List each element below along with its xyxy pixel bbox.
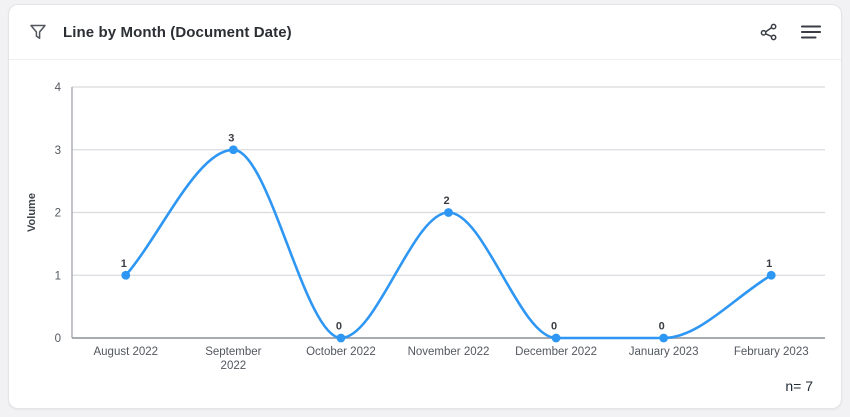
x-axis-label: September bbox=[205, 346, 261, 358]
share-button[interactable] bbox=[759, 22, 779, 42]
data-point-label: 0 bbox=[551, 321, 557, 333]
filter-button[interactable] bbox=[29, 23, 47, 41]
data-point-label: 3 bbox=[228, 132, 234, 144]
y-tick-label: 3 bbox=[55, 145, 61, 157]
chart-title: Line by Month (Document Date) bbox=[63, 23, 292, 41]
filter-icon bbox=[29, 23, 47, 41]
y-tick-label: 4 bbox=[55, 82, 62, 94]
chart-card-header: Line by Month (Document Date) bbox=[9, 5, 841, 60]
header-actions bbox=[759, 22, 821, 42]
chart-card: Line by Month (Document Date) bbox=[8, 4, 842, 409]
line-chart: 0 1 2 3 4 Volume August 2022 September 2022 Octob… bbox=[9, 60, 841, 372]
y-tick-label: 1 bbox=[55, 270, 61, 282]
x-axis-label: October 2022 bbox=[306, 346, 376, 358]
chart-menu-button[interactable] bbox=[801, 23, 821, 41]
hamburger-menu-icon bbox=[801, 23, 821, 41]
x-axis-label: February 2023 bbox=[734, 346, 809, 358]
data-point-marker[interactable] bbox=[121, 270, 131, 280]
x-axis-label: November 2022 bbox=[408, 346, 490, 358]
x-axis-label: December 2022 bbox=[515, 346, 597, 358]
data-point-marker[interactable] bbox=[766, 270, 776, 280]
data-point-label: 2 bbox=[443, 195, 449, 207]
y-tick-label: 0 bbox=[55, 333, 61, 345]
data-point-marker[interactable] bbox=[336, 333, 346, 343]
y-tick-label: 2 bbox=[55, 208, 61, 220]
data-point-marker[interactable] bbox=[551, 333, 561, 343]
line-chart-svg: 0 1 2 3 4 Volume August 2022 September 2022 Octob… bbox=[26, 82, 825, 372]
x-axis-label: January 2023 bbox=[629, 346, 699, 358]
data-point-marker[interactable] bbox=[228, 145, 238, 155]
y-axis-title: Volume bbox=[26, 193, 38, 232]
data-point-label: 0 bbox=[659, 321, 665, 333]
record-count: n= 7 bbox=[785, 378, 813, 394]
data-point-marker[interactable] bbox=[659, 333, 669, 343]
data-point-label: 0 bbox=[336, 321, 342, 333]
data-point-label: 1 bbox=[121, 258, 127, 270]
x-axis-label: 2022 bbox=[221, 360, 247, 372]
series-line bbox=[124, 148, 773, 340]
x-axis-label: August 2022 bbox=[93, 346, 158, 358]
data-point-marker[interactable] bbox=[444, 208, 453, 217]
data-point-label: 1 bbox=[766, 258, 772, 270]
share-icon bbox=[759, 22, 779, 42]
